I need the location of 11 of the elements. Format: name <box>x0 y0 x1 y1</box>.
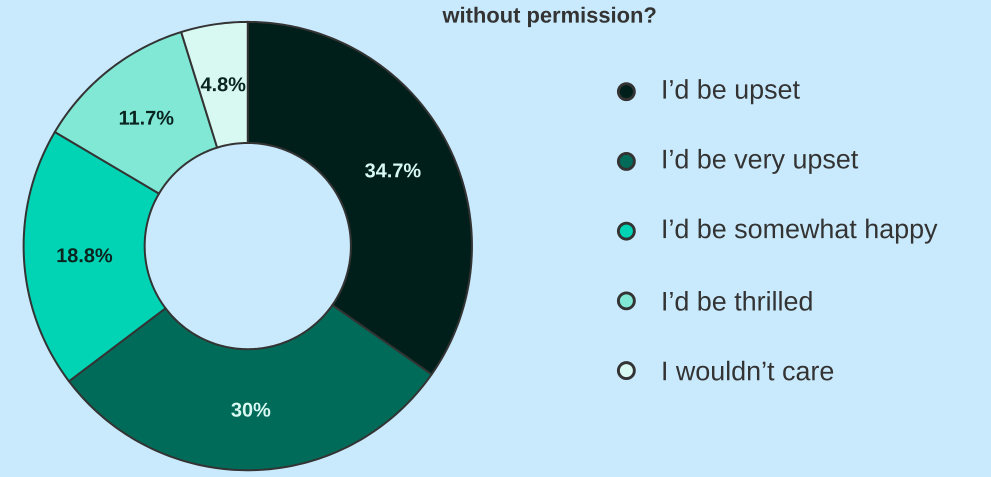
data-label: 30% <box>231 402 270 417</box>
legend-label: I wouldn’t care <box>663 360 834 380</box>
legend-label: I’d be thrilled <box>663 290 812 311</box>
legend-label: I’d be very upset <box>663 148 858 174</box>
data-label: 34.7% <box>365 163 421 178</box>
legend-label: I’d be upset <box>663 79 800 104</box>
legend-label: I’d be somewhat happy <box>663 218 938 244</box>
chart-title: without permission? <box>442 6 656 27</box>
data-label: 11.7% <box>120 110 174 125</box>
data-label: 4.8% <box>200 77 246 92</box>
data-label: 18.8% <box>57 248 112 262</box>
